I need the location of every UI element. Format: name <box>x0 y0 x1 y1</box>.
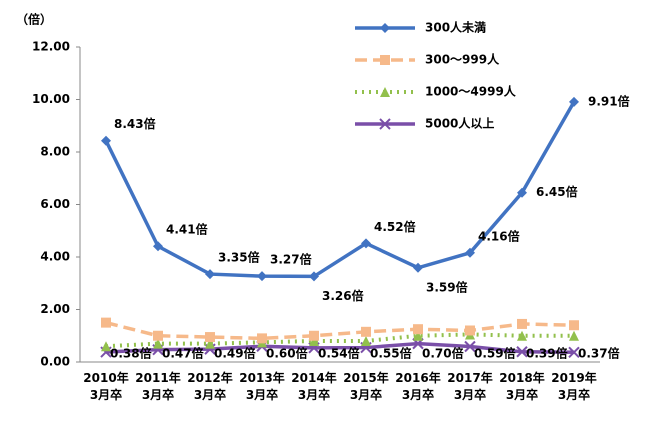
data-label: 0.47倍 <box>162 346 204 361</box>
marker <box>380 55 390 65</box>
marker <box>257 333 267 344</box>
y-tick-label: 10.00 <box>32 92 70 106</box>
x-tick-label: 2010年 3月卒 <box>83 371 129 402</box>
y-tick-label: 12.00 <box>32 40 70 54</box>
data-label: 0.55倍 <box>370 346 412 361</box>
marker <box>153 330 163 341</box>
marker <box>309 271 319 282</box>
marker <box>413 330 423 341</box>
marker <box>413 262 423 273</box>
line <box>105 320 575 341</box>
marker <box>101 317 111 328</box>
legend-entry: 300〜999人 <box>355 52 500 67</box>
marker <box>257 271 267 282</box>
data-label: 0.37倍 <box>578 346 620 361</box>
y-tick-label: 6.00 <box>40 197 70 211</box>
marker <box>153 241 163 252</box>
marker <box>568 346 580 358</box>
legend-entry: 300人未満 <box>355 20 486 35</box>
marker <box>361 336 371 346</box>
data-label: 4.16倍 <box>478 228 520 243</box>
marker <box>464 340 476 353</box>
y-axis-label: （倍） <box>16 12 52 27</box>
marker <box>101 135 111 146</box>
marker <box>380 87 390 97</box>
marker <box>205 332 215 343</box>
data-label: 9.91倍 <box>588 93 630 108</box>
marker <box>516 346 528 358</box>
legend-label: 1000〜4999人 <box>425 84 517 99</box>
marker <box>379 118 391 130</box>
marker <box>569 320 579 331</box>
marker <box>153 338 163 349</box>
marker <box>205 338 215 349</box>
x-tick-label: 2019年 3月卒 <box>551 371 597 402</box>
marker <box>465 247 475 258</box>
marker <box>569 96 579 107</box>
data-label: 0.59倍 <box>474 346 516 361</box>
data-label: 0.39倍 <box>526 346 568 361</box>
line <box>104 100 576 279</box>
legend-label: 300人未満 <box>425 20 486 35</box>
series <box>101 96 579 282</box>
series <box>101 317 579 344</box>
data-label: 4.52倍 <box>374 219 416 234</box>
legend-entry: 1000〜4999人 <box>355 84 517 99</box>
x-tick-label: 2011年 3月卒 <box>135 371 181 402</box>
data-label: 4.41倍 <box>166 222 208 237</box>
data-label: 0.38倍 <box>110 346 152 361</box>
marker <box>517 318 527 329</box>
x-tick-label: 2012年 3月卒 <box>187 371 233 402</box>
marker <box>205 269 215 280</box>
data-label: 0.49倍 <box>214 346 256 361</box>
y-tick-label: 0.00 <box>40 355 70 369</box>
marker <box>361 238 371 249</box>
marker <box>569 330 579 341</box>
data-label: 8.43倍 <box>114 116 156 131</box>
line <box>105 332 574 349</box>
marker <box>517 330 527 341</box>
x-tick-label: 2013年 3月卒 <box>239 371 285 402</box>
marker <box>309 330 319 341</box>
legend-label: 300〜999人 <box>425 52 500 67</box>
data-label: 0.54倍 <box>318 346 360 361</box>
data-label: 3.27倍 <box>270 252 312 267</box>
data-label: 3.59倍 <box>426 279 468 294</box>
marker <box>380 23 390 33</box>
data-label: 0.60倍 <box>266 346 308 361</box>
line <box>105 341 575 355</box>
y-tick-label: 8.00 <box>40 145 70 159</box>
marker <box>413 324 423 335</box>
legend-entry: 5000人以上 <box>355 116 494 131</box>
marker <box>101 341 111 352</box>
data-label: 0.70倍 <box>422 346 464 361</box>
x-tick-label: 2018年 3月卒 <box>499 371 545 402</box>
y-tick-label: 4.00 <box>40 250 70 264</box>
x-tick-label: 2015年 3月卒 <box>343 371 389 402</box>
data-label: 3.26倍 <box>322 288 364 303</box>
data-label: 3.35倍 <box>218 250 260 265</box>
x-tick-label: 2014年 3月卒 <box>291 371 337 402</box>
legend-label: 5000人以上 <box>425 116 494 131</box>
marker <box>309 336 319 346</box>
x-tick-label: 2016年 3月卒 <box>395 371 441 402</box>
x-tick-label: 2017年 3月卒 <box>447 371 493 402</box>
marker <box>517 187 527 198</box>
marker <box>361 326 371 337</box>
data-label: 6.45倍 <box>536 184 578 199</box>
y-tick-label: 2.00 <box>40 302 70 316</box>
marker <box>465 325 475 336</box>
